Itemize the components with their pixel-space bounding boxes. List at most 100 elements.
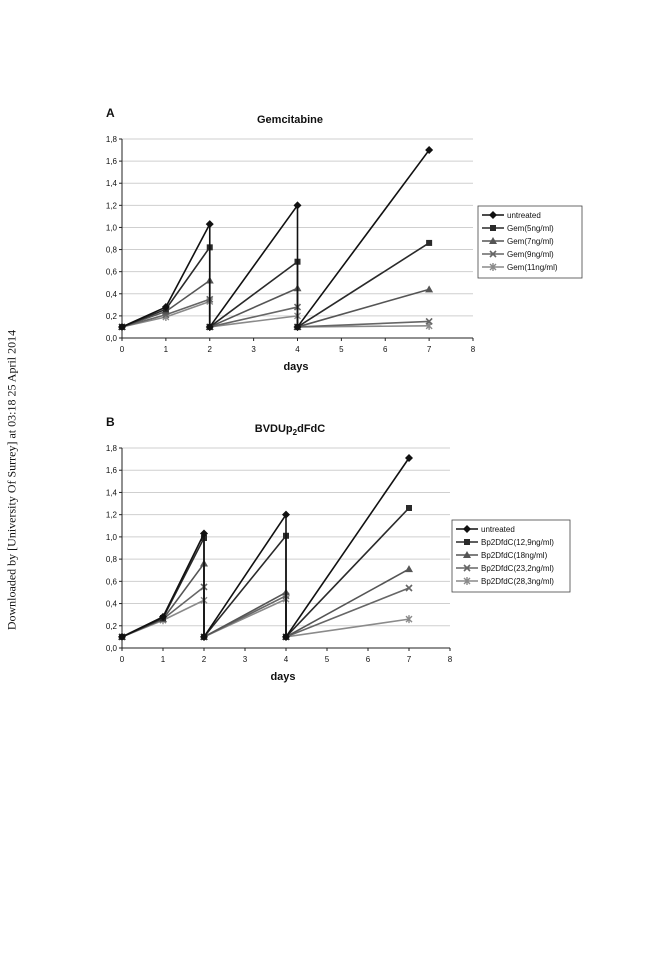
- legend-marker: [489, 237, 497, 244]
- x-tick-label: 5: [325, 655, 330, 664]
- legend-label: Bp2DfdC(28,3ng/ml): [481, 577, 554, 586]
- y-tick-label: 1,6: [106, 157, 118, 166]
- data-point: [405, 565, 413, 573]
- chart-title-main: BVDUp: [255, 423, 293, 435]
- legend-marker: [489, 211, 497, 219]
- y-tick-label: 1,2: [106, 201, 118, 210]
- x-tick-label: 4: [295, 345, 300, 354]
- data-point: [161, 303, 170, 312]
- legend-marker: [463, 551, 471, 558]
- x-axis-label: days: [270, 671, 295, 683]
- y-tick-label: 1,0: [106, 223, 118, 232]
- x-tick-label: 1: [164, 345, 169, 354]
- y-tick-label: 1,2: [106, 511, 118, 520]
- data-point: [425, 285, 434, 293]
- data-point: [405, 615, 413, 624]
- legend-label: Gem(9ng/ml): [507, 250, 554, 259]
- series-line: [209, 287, 298, 328]
- x-tick-label: 0: [120, 655, 125, 664]
- x-tick-label: 7: [427, 345, 432, 354]
- series-line: [297, 288, 430, 328]
- series-line: [296, 149, 430, 328]
- series-line: [285, 507, 410, 638]
- x-axis-label: days: [283, 361, 308, 373]
- panel-label: A: [106, 106, 115, 120]
- y-tick-label: 0,2: [106, 622, 118, 631]
- legend-marker: [489, 250, 497, 258]
- data-point: [205, 322, 214, 331]
- data-point: [425, 146, 434, 155]
- legend-label: Gem(11ng/ml): [507, 263, 558, 272]
- panel-label: B: [106, 415, 115, 429]
- data-point: [118, 632, 126, 641]
- y-tick-label: 0,8: [106, 246, 118, 255]
- chart-title: Gemcitabine: [257, 114, 323, 126]
- series-line: [297, 320, 430, 328]
- legend-label: Bp2DfdC(12,9ng/ml): [481, 538, 554, 547]
- series-2: [118, 276, 434, 330]
- y-tick-label: 0,2: [106, 312, 118, 321]
- series-0: [118, 146, 434, 331]
- series-line: [209, 204, 299, 328]
- x-tick-label: 1: [161, 655, 166, 664]
- y-tick-label: 1,6: [106, 466, 118, 475]
- y-tick-label: 0,4: [106, 600, 118, 609]
- series-line: [285, 587, 410, 638]
- data-point: [426, 239, 433, 246]
- legend: untreated Gem(5ng/ml) Gem(7ng/ml) Gem(9ng/m…: [477, 205, 583, 279]
- x-tick-label: 2: [208, 345, 213, 354]
- x-tick-label: 6: [366, 655, 371, 664]
- legend: untreated Bp2DfdC(12,9ng/ml) Bp2DfdC(18ng/…: [451, 519, 571, 593]
- chart-title-rest: dFdC: [297, 423, 325, 435]
- y-tick-label: 0,4: [106, 290, 118, 299]
- legend-label: untreated: [507, 211, 541, 220]
- legend-label: Gem(5ng/ml): [507, 224, 554, 233]
- data-point: [425, 317, 433, 325]
- download-watermark: Downloaded by [University Of Surrey] at …: [0, 0, 24, 960]
- x-tick-label: 8: [448, 655, 453, 664]
- x-tick-label: 5: [339, 345, 344, 354]
- chart-title-subscript: 2: [293, 428, 298, 437]
- y-tick-label: 1,8: [106, 135, 118, 144]
- data-point: [405, 584, 413, 592]
- y-tick-label: 0,6: [106, 577, 118, 586]
- legend-label: untreated: [481, 525, 515, 534]
- data-point: [282, 632, 290, 641]
- y-tick-label: 0,6: [106, 268, 118, 277]
- x-tick-label: 3: [251, 345, 256, 354]
- y-tick-label: 0,0: [106, 644, 118, 653]
- data-point: [118, 322, 126, 331]
- chart-title: BVDUp2dFdC: [255, 423, 326, 437]
- legend-marker: [489, 263, 497, 271]
- x-tick-label: 8: [471, 345, 476, 354]
- legend-marker: [463, 577, 471, 585]
- chart-title-main: Gemcitabine: [257, 114, 323, 126]
- y-tick-label: 1,4: [106, 488, 118, 497]
- series-line: [209, 306, 298, 328]
- series-line: [285, 618, 410, 638]
- legend-label: Bp2DfdC(23,2ng/ml): [481, 564, 554, 573]
- series-2: [118, 559, 413, 640]
- series-line: [121, 586, 205, 638]
- series-line: [209, 261, 298, 328]
- series-line: [285, 568, 410, 638]
- legend-box: [451, 519, 571, 593]
- data-point: [406, 505, 412, 511]
- data-point: [159, 612, 167, 621]
- legend-label: Gem(7ng/ml): [507, 237, 554, 246]
- legend-marker: [490, 225, 496, 231]
- series-line: [209, 315, 298, 328]
- legend-marker: [463, 564, 471, 572]
- series-line: [285, 457, 410, 638]
- series-line: [203, 591, 287, 638]
- y-tick-label: 1,8: [106, 444, 118, 453]
- y-tick-label: 1,4: [106, 179, 118, 188]
- y-tick-label: 0,8: [106, 555, 118, 564]
- series-line: [203, 514, 287, 638]
- chart-b: B BVDUp2dFdC 0,0 0,2 0,4 0,6 0,8 1,0 1,2 1,4 1,6 1,…: [106, 415, 571, 683]
- y-tick-label: 1,0: [106, 533, 118, 542]
- series-line: [297, 242, 430, 328]
- data-point: [405, 454, 413, 462]
- x-tick-label: 4: [284, 655, 289, 664]
